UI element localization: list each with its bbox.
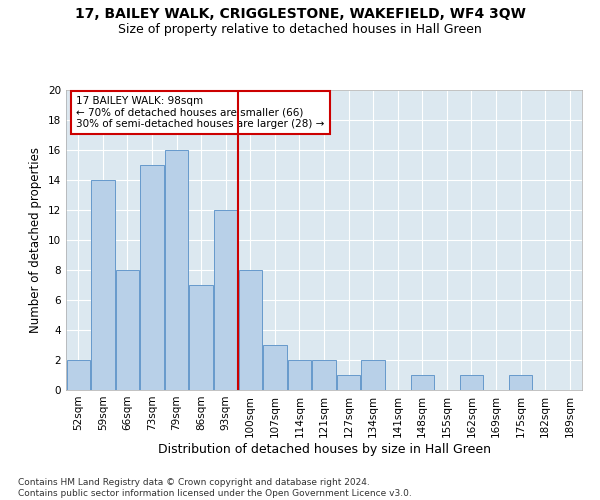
Y-axis label: Number of detached properties: Number of detached properties xyxy=(29,147,43,333)
Text: Contains HM Land Registry data © Crown copyright and database right 2024.
Contai: Contains HM Land Registry data © Crown c… xyxy=(18,478,412,498)
Text: Distribution of detached houses by size in Hall Green: Distribution of detached houses by size … xyxy=(157,442,491,456)
Bar xyxy=(288,360,311,390)
Bar xyxy=(214,210,238,390)
Bar xyxy=(509,375,532,390)
Bar xyxy=(361,360,385,390)
Bar xyxy=(263,345,287,390)
Bar xyxy=(140,165,164,390)
Bar xyxy=(91,180,115,390)
Bar xyxy=(313,360,335,390)
Text: Size of property relative to detached houses in Hall Green: Size of property relative to detached ho… xyxy=(118,22,482,36)
Bar xyxy=(165,150,188,390)
Bar xyxy=(337,375,360,390)
Bar xyxy=(239,270,262,390)
Bar xyxy=(410,375,434,390)
Text: 17 BAILEY WALK: 98sqm
← 70% of detached houses are smaller (66)
30% of semi-deta: 17 BAILEY WALK: 98sqm ← 70% of detached … xyxy=(76,96,325,129)
Bar xyxy=(190,285,213,390)
Bar xyxy=(67,360,90,390)
Bar xyxy=(116,270,139,390)
Bar xyxy=(460,375,483,390)
Text: 17, BAILEY WALK, CRIGGLESTONE, WAKEFIELD, WF4 3QW: 17, BAILEY WALK, CRIGGLESTONE, WAKEFIELD… xyxy=(74,8,526,22)
